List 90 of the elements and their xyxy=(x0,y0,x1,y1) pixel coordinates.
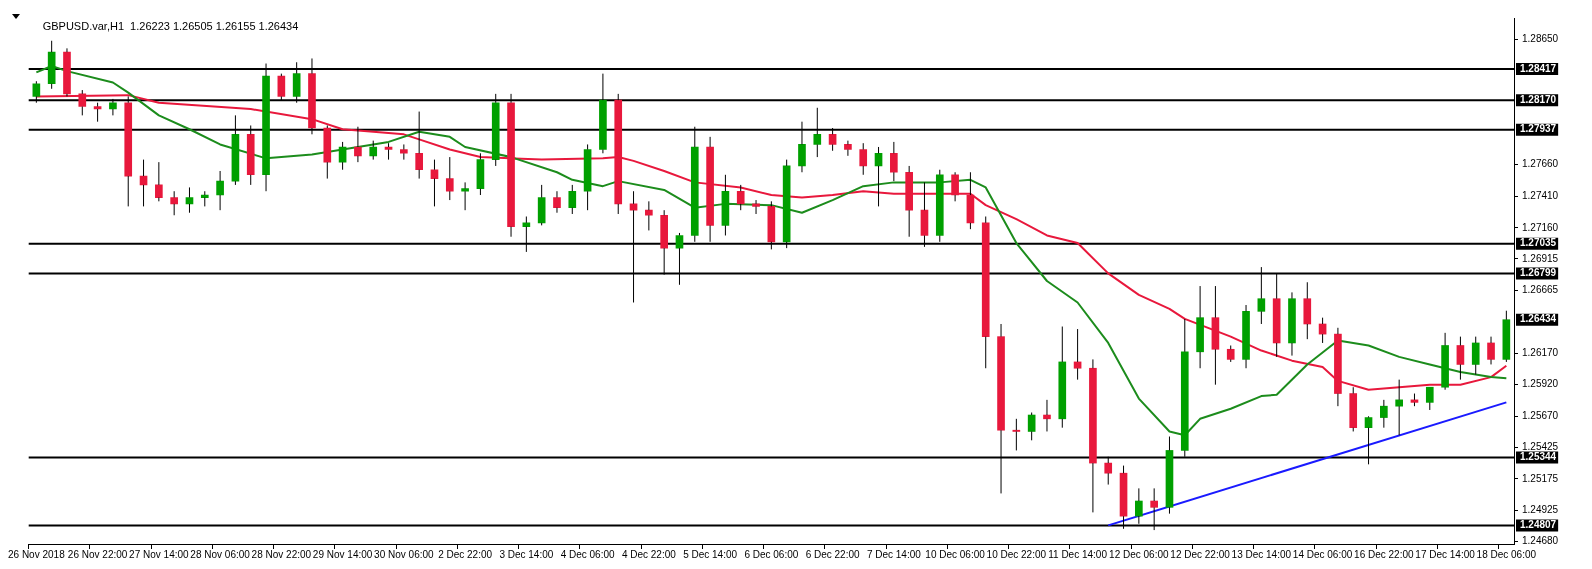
x-tick-label: 11 Dec 14:00 xyxy=(1048,548,1108,560)
candlestick xyxy=(553,190,561,214)
chart-title: GBPUSD.var,H1 1.26223 1.26505 1.26155 1.26434 xyxy=(42,20,299,33)
candlestick xyxy=(1456,336,1465,381)
candlestick xyxy=(461,181,469,211)
x-tick-label: 27 Nov 14:00 xyxy=(129,548,190,560)
candlestick xyxy=(752,199,760,215)
candlestick xyxy=(568,184,577,215)
candlestick xyxy=(185,186,194,214)
x-tick-label: 12 Dec 22:00 xyxy=(1170,548,1231,560)
candlestick xyxy=(721,174,730,236)
x-tick-label: 7 Dec 14:00 xyxy=(866,548,922,560)
x-tick-label: 26 Nov 2018 xyxy=(8,548,66,560)
candlestick xyxy=(1211,285,1220,386)
candlestick xyxy=(1027,412,1036,441)
y-tick-label: 1.26170 xyxy=(1522,346,1559,358)
candlestick xyxy=(1303,281,1312,340)
ref-line-label: 1.24807 xyxy=(1520,519,1557,531)
candlestick xyxy=(1058,326,1067,429)
candlestick xyxy=(1425,386,1434,411)
candlestick xyxy=(200,190,209,207)
ref-line-label: 1.28170 xyxy=(1520,93,1557,105)
x-tick-label: 3 Dec 14:00 xyxy=(499,548,554,560)
y-tick-label: 1.28650 xyxy=(1522,33,1559,45)
candlestick xyxy=(736,184,745,211)
x-tick-label: 10 Dec 06:00 xyxy=(925,548,986,560)
text: 1.26434 xyxy=(1520,313,1557,325)
ref-line-label: 1.25344 xyxy=(1520,451,1557,463)
candlestick xyxy=(844,140,852,157)
y-tick-label: 1.24680 xyxy=(1522,535,1559,547)
candlestick xyxy=(966,171,975,230)
ref-line-label: 1.27937 xyxy=(1520,123,1557,135)
candlestick xyxy=(430,159,439,207)
candlestick xyxy=(400,143,408,161)
candlestick xyxy=(951,171,959,202)
candlestick xyxy=(1043,399,1051,432)
ref-line-label: 1.27035 xyxy=(1520,237,1557,249)
candlestick xyxy=(476,152,485,196)
candlestick xyxy=(1226,344,1235,363)
candlestick xyxy=(1471,336,1480,376)
x-tick-label: 6 Dec 22:00 xyxy=(805,548,860,560)
x-tick-label: 4 Dec 06:00 xyxy=(560,548,615,560)
x-tick-label: 2 Dec 22:00 xyxy=(438,548,493,560)
x-tick-label: 5 Dec 14:00 xyxy=(683,548,738,560)
x-tick-label: 26 Nov 22:00 xyxy=(67,548,128,560)
x-tick-label: 10 Dec 22:00 xyxy=(986,548,1047,560)
ref-line-label: 1.26799 xyxy=(1520,267,1557,279)
y-tick-label: 1.27160 xyxy=(1522,221,1559,233)
x-tick-label: 12 Dec 06:00 xyxy=(1109,548,1170,560)
x-tick-label: 18 Dec 06:00 xyxy=(1476,548,1537,560)
y-tick-label: 1.26665 xyxy=(1522,284,1559,296)
y-tick-label: 1.25175 xyxy=(1522,472,1559,484)
candlestick xyxy=(1242,304,1250,369)
candlestick xyxy=(905,165,913,238)
y-tick-label: 1.26915 xyxy=(1522,252,1559,264)
y-tick-label: 1.25920 xyxy=(1522,378,1559,390)
y-tick-label: 1.24925 xyxy=(1522,504,1559,516)
x-tick-label: 16 Dec 22:00 xyxy=(1354,548,1415,560)
x-tick-label: 13 Dec 14:00 xyxy=(1231,548,1292,560)
candlestick xyxy=(1380,399,1388,429)
candlestick xyxy=(155,161,163,202)
candlestick xyxy=(583,143,592,211)
candlestick xyxy=(1441,332,1449,391)
y-tick-label: 1.25425 xyxy=(1522,441,1559,453)
candlestick xyxy=(645,200,653,231)
y-tick-label: 1.27660 xyxy=(1522,158,1559,170)
x-tick-label: 4 Dec 22:00 xyxy=(621,548,677,560)
candlestick xyxy=(170,190,178,216)
y-tick-label: 1.25670 xyxy=(1522,410,1559,422)
x-tick-label: 17 Dec 14:00 xyxy=(1415,548,1476,560)
candlestick xyxy=(859,142,868,176)
candlestick xyxy=(890,141,898,182)
x-tick-label: 6 Dec 06:00 xyxy=(744,548,799,560)
candlestick xyxy=(445,156,454,201)
candlestick xyxy=(216,170,224,211)
candlestick xyxy=(1196,285,1204,369)
candlestick xyxy=(1073,328,1082,381)
ref-line-label: 1.28417 xyxy=(1520,62,1557,74)
candlestick xyxy=(369,140,378,161)
x-tick-label: 29 Nov 14:00 xyxy=(312,548,373,560)
x-tick-label: 14 Dec 06:00 xyxy=(1292,548,1353,560)
candlestick xyxy=(1288,291,1296,357)
x-tick-label: 28 Nov 06:00 xyxy=(190,548,251,560)
x-tick-label: 30 Nov 06:00 xyxy=(374,548,435,560)
y-tick-label: 1.27410 xyxy=(1522,190,1559,202)
candlestick xyxy=(1487,336,1495,365)
candlestick xyxy=(537,184,546,226)
candlestick xyxy=(1502,310,1511,363)
x-tick-label: 28 Nov 22:00 xyxy=(251,548,312,560)
candlestick xyxy=(1395,379,1403,436)
